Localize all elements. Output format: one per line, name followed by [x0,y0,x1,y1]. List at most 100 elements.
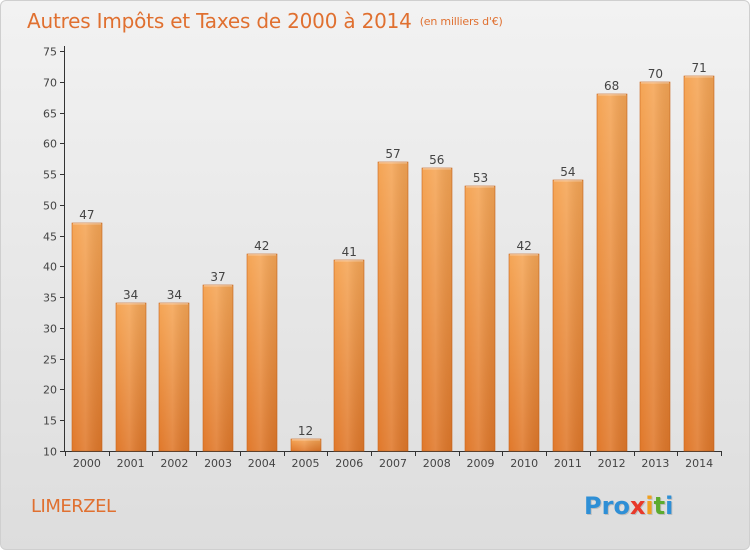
bar-2001 [115,302,147,452]
x-tick-label: 2010 [510,457,538,470]
bar-2003 [202,284,234,452]
bar-2013 [639,81,671,452]
chart-title-text: Autres Impôts et Taxes de 2000 à 2014 [27,9,412,33]
bar-2005 [290,438,322,452]
data-label: 37 [210,270,225,284]
bar-shine [509,254,539,451]
x-tick-label: 2004 [248,457,276,470]
x-tick-label: 2005 [292,457,320,470]
data-label: 68 [604,79,619,93]
y-tick-label: 50 [43,200,57,213]
bar-2004 [246,253,278,452]
x-tick-label: 2009 [466,457,494,470]
x-tick-label: 2008 [423,457,451,470]
x-tick-label: 2012 [598,457,626,470]
bar-2010 [508,253,540,452]
bar-highlight [598,94,626,96]
bar-2008 [421,167,453,452]
y-tick-label: 10 [43,446,57,459]
x-tick-label: 2013 [641,457,669,470]
y-tick-label: 35 [43,292,57,305]
bar-highlight [204,285,232,287]
y-tick-label: 60 [43,138,57,151]
bar-2014 [683,75,715,452]
logo-letter: i [665,492,674,520]
bar-highlight [248,254,276,256]
logo-letter: r [601,492,614,520]
y-tick-label: 75 [43,46,57,59]
logo-letter: P [584,492,602,520]
data-label: 53 [473,171,488,185]
bar-shine [597,94,627,451]
bar-2007 [377,161,409,452]
bar-highlight [73,223,101,225]
y-tick-label: 70 [43,77,57,90]
x-tick-label: 2003 [204,457,232,470]
chart-value-labels: 2000 47 2001 34 2002 34 2003 37 2004 42 2005 12 2006… [73,61,713,470]
bar-highlight [466,186,494,188]
bar-shine [72,223,102,451]
x-tick-label: 2001 [117,457,145,470]
commune-name: LIMERZEL [31,496,116,517]
bar-2000 [71,222,103,452]
y-tick-label: 65 [43,108,57,121]
bar-highlight [117,303,145,305]
bar-shine [203,285,233,451]
logo-letter: x [629,492,646,520]
bar-2002 [158,302,190,452]
data-label: 70 [648,67,663,81]
bar-highlight [554,180,582,182]
data-label: 34 [123,288,138,302]
bar-shine [247,254,277,451]
bar-2009 [464,185,496,452]
bar-highlight [641,82,669,84]
bar-highlight [685,76,713,78]
y-tick-label: 40 [43,261,57,274]
chart-subtitle: (en milliers d'€) [419,15,503,28]
bar-2006 [333,259,365,452]
bar-shine [291,439,321,451]
y-tick-label: 25 [43,354,57,367]
bar-shine [159,303,189,451]
x-tick-label: 2000 [73,457,101,470]
data-label: 47 [79,208,94,222]
bar-shine [553,180,583,451]
bar-shine [422,168,452,451]
logo-letter: o [613,492,630,520]
chart-axes: 10 15 20 25 30 35 40 45 50 55 60 65 70 75 [43,46,722,459]
x-tick-label: 2006 [335,457,363,470]
data-label: 54 [560,165,575,179]
chart-bars [71,75,715,452]
bar-2011 [552,179,584,452]
bar-shine [334,260,364,451]
data-label: 42 [517,239,532,253]
x-tick-label: 2007 [379,457,407,470]
y-tick-label: 30 [43,323,57,336]
proxiti-logo: Proxiti [584,492,673,520]
data-label: 71 [691,61,706,75]
x-tick-label: 2014 [685,457,713,470]
bar-2012 [596,93,628,452]
x-tick-label: 2002 [160,457,188,470]
bar-highlight [379,162,407,164]
x-tick-label: 2011 [554,457,582,470]
bar-shine [116,303,146,451]
data-label: 57 [385,147,400,161]
chart-title: Autres Impôts et Taxes de 2000 à 2014 (en… [27,9,503,33]
data-label: 41 [342,245,357,259]
logo-letter: t [653,492,666,520]
y-tick-label: 45 [43,231,57,244]
bar-shine [378,162,408,451]
data-label: 12 [298,424,313,438]
bar-shine [684,76,714,451]
y-tick-label: 20 [43,384,57,397]
data-label: 56 [429,153,444,167]
y-tick-label: 15 [43,415,57,428]
bar-highlight [423,168,451,170]
data-label: 42 [254,239,269,253]
data-label: 34 [167,288,182,302]
bar-highlight [292,439,320,441]
bar-shine [465,186,495,451]
